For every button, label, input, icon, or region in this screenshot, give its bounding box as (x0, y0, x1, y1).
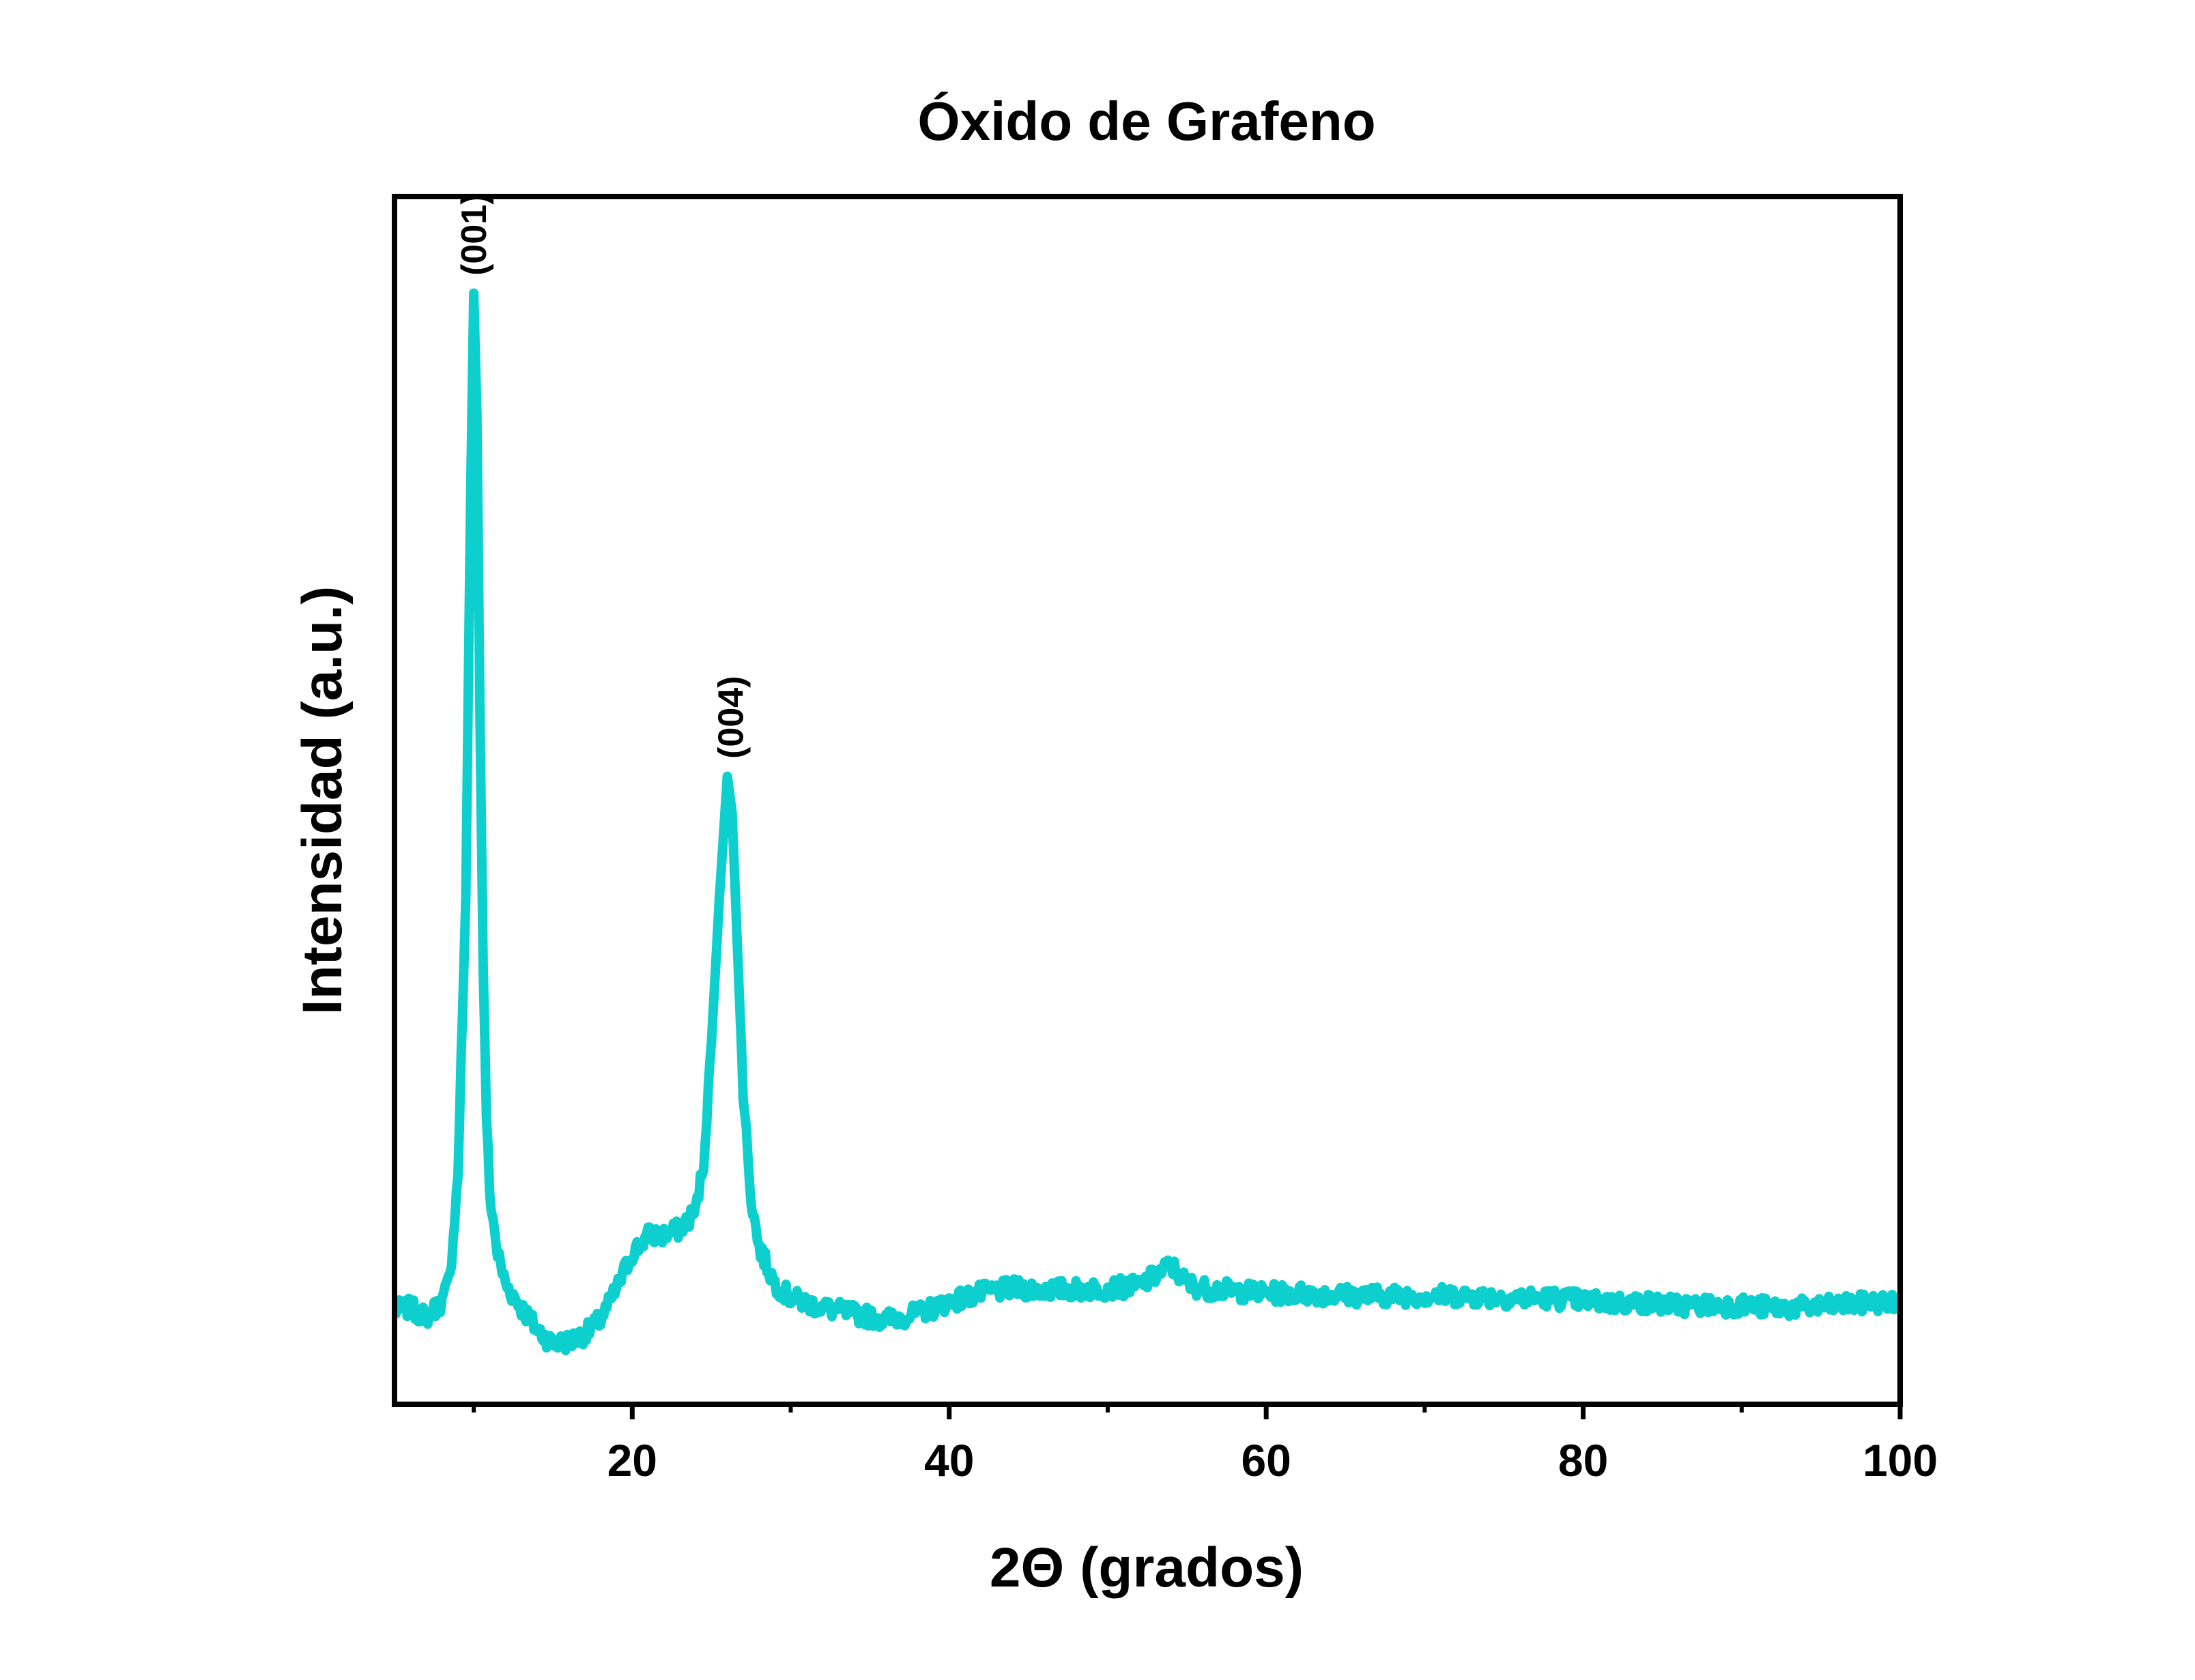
x-tick-label: 60 (1241, 1435, 1291, 1486)
peak-label: (004) (711, 676, 751, 758)
x-tick-label: 40 (924, 1435, 974, 1486)
series-line (394, 288, 1900, 1356)
peak-annotations: (001) (004) (455, 192, 751, 758)
x-tick-label: 20 (607, 1435, 657, 1486)
y-axis-label: Intensidad (a.u.) (291, 586, 354, 1015)
x-axis: 20 40 60 80 100 (472, 1404, 1938, 1486)
x-axis-label: 2Θ (grados) (990, 1537, 1304, 1599)
plot-frame (392, 194, 1903, 1407)
x-tick-label: 80 (1558, 1435, 1608, 1486)
x-tick-label: 100 (1863, 1435, 1938, 1486)
chart-title: Óxido de Grafeno (917, 91, 1375, 151)
peak-label: (001) (455, 192, 494, 275)
